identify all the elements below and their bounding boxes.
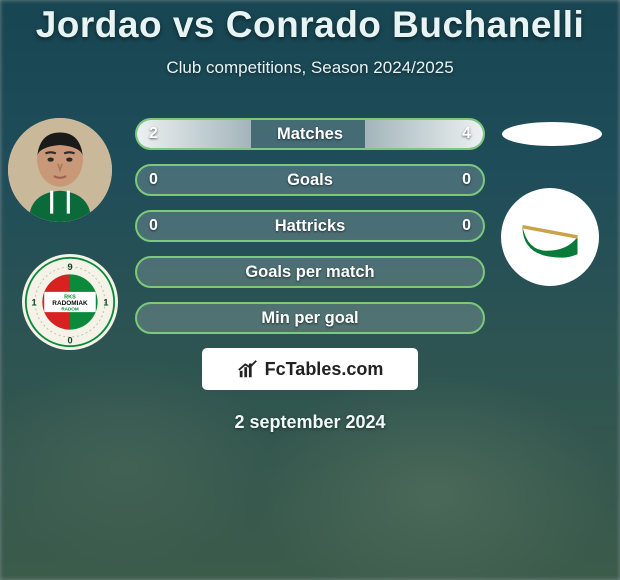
subtitle: Club competitions, Season 2024/2025 bbox=[166, 58, 453, 78]
ring-left: 1 bbox=[32, 298, 37, 308]
content-root: Jordao vs Conrado Buchanelli Club compet… bbox=[0, 0, 620, 580]
stat-value-right: 0 bbox=[462, 217, 471, 235]
club-logo-left: 9 1 1 0 RKS RADOMIAK RADOM bbox=[22, 254, 118, 350]
stat-label: Hattricks bbox=[275, 217, 346, 236]
band-bot: RADOM bbox=[61, 306, 79, 311]
stat-bar-goals: 0 Goals 0 bbox=[135, 164, 485, 196]
player-photo-left bbox=[8, 118, 112, 222]
stat-bar-matches: 2 Matches 4 bbox=[135, 118, 485, 150]
stat-value-left: 2 bbox=[149, 125, 158, 143]
stat-label: Goals per match bbox=[245, 263, 374, 282]
stat-label: Matches bbox=[277, 125, 343, 144]
main-area: 9 1 1 0 RKS RADOMIAK RADOM bbox=[0, 118, 620, 334]
stat-bar-mpg: Min per goal bbox=[135, 302, 485, 334]
logo-oval-right bbox=[502, 122, 602, 146]
page-title: Jordao vs Conrado Buchanelli bbox=[36, 4, 585, 46]
stat-label: Min per goal bbox=[261, 309, 358, 328]
stat-value-left: 0 bbox=[149, 217, 158, 235]
brand-badge: FcTables.com bbox=[202, 348, 418, 390]
brand-text: FcTables.com bbox=[265, 359, 384, 380]
stat-value-right: 4 bbox=[462, 125, 471, 143]
chart-icon bbox=[237, 358, 259, 380]
stat-value-right: 0 bbox=[462, 171, 471, 189]
stats-column: 2 Matches 4 0 Goals 0 0 Hattricks 0 Goal… bbox=[135, 118, 485, 334]
date-text: 2 september 2024 bbox=[234, 412, 385, 433]
stat-bar-gpm: Goals per match bbox=[135, 256, 485, 288]
stat-bar-hattricks: 0 Hattricks 0 bbox=[135, 210, 485, 242]
ring-right: 1 bbox=[103, 298, 108, 308]
club-logo-right bbox=[501, 188, 599, 286]
stat-value-left: 0 bbox=[149, 171, 158, 189]
ring-top: 9 bbox=[67, 262, 72, 272]
ring-bottom: 0 bbox=[67, 335, 72, 345]
stat-label: Goals bbox=[287, 171, 333, 190]
